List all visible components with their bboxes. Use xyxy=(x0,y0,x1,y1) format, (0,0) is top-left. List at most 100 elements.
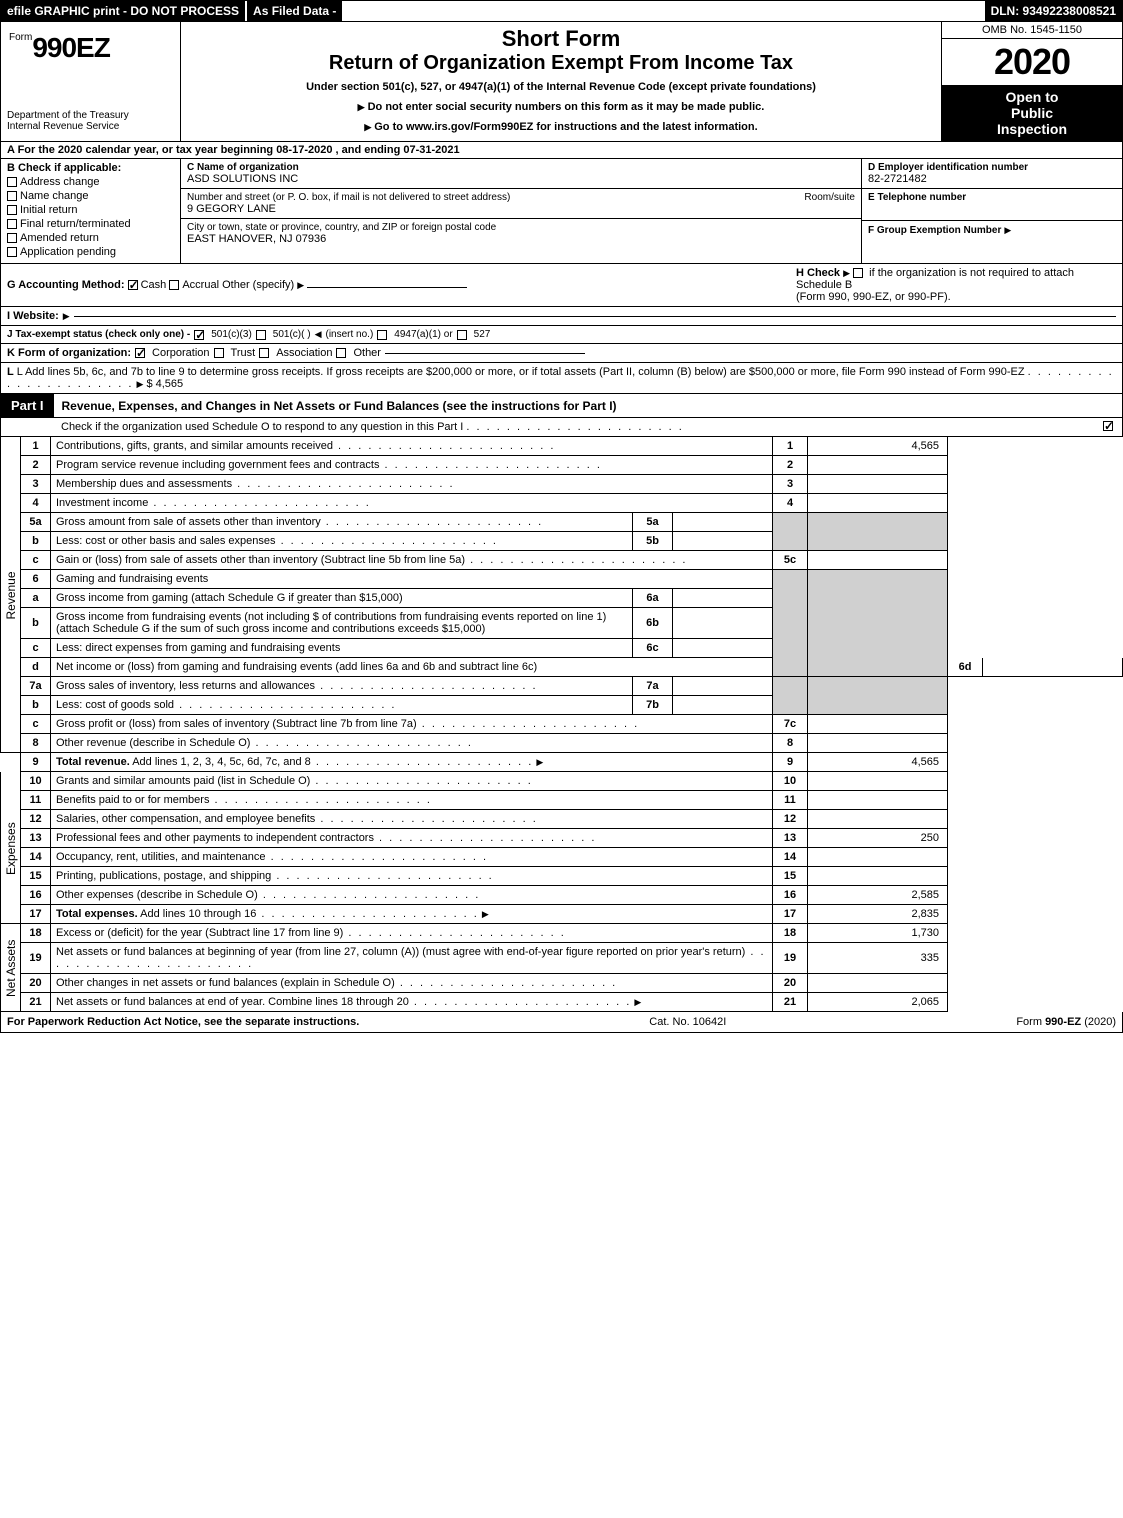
name-change-checkbox[interactable] xyxy=(7,191,17,201)
other-arrow-icon xyxy=(297,279,304,291)
form-header: Form990EZ Department of the Treasury Int… xyxy=(0,22,1123,142)
c-name-label: C Name of organization xyxy=(187,162,855,173)
open-public-badge: Open to Public Inspection xyxy=(942,85,1122,141)
line20-value xyxy=(808,974,948,993)
tax-year-range: A For the 2020 calendar year, or tax yea… xyxy=(0,142,1123,159)
j-label: J Tax-exempt status (check only one) - xyxy=(7,329,190,340)
checkbox-column: B Check if applicable: Address change Na… xyxy=(1,159,181,263)
ein-value: 82-2721482 xyxy=(868,173,1116,185)
city-state-zip: EAST HANOVER, NJ 07936 xyxy=(187,233,855,245)
dept-treasury: Department of the Treasury xyxy=(7,110,174,121)
website-arrow-icon xyxy=(63,310,70,322)
line6d-value xyxy=(983,658,1123,677)
efile-mid: As Filed Data - xyxy=(247,1,342,21)
title-cell: Short Form Return of Organization Exempt… xyxy=(181,22,942,141)
501c3-checkbox[interactable] xyxy=(194,330,204,340)
website-label: I Website: xyxy=(7,310,59,322)
row-j: J Tax-exempt status (check only one) - 5… xyxy=(0,326,1123,344)
right-header-cell: OMB No. 1545-1150 2020 Open to Public In… xyxy=(942,22,1122,141)
l-text: L Add lines 5b, 6c, and 7b to line 9 to … xyxy=(17,366,1025,378)
other-org-checkbox[interactable] xyxy=(336,348,346,358)
cash-checkbox[interactable] xyxy=(128,280,138,290)
501c-checkbox[interactable] xyxy=(256,330,266,340)
org-info-grid: B Check if applicable: Address change Na… xyxy=(0,159,1123,264)
org-name: ASD SOLUTIONS INC xyxy=(187,173,855,185)
form-prefix: Form xyxy=(9,32,32,43)
amended-checkbox[interactable] xyxy=(7,233,17,243)
subtext: Under section 501(c), 527, or 4947(a)(1)… xyxy=(187,81,935,93)
527-checkbox[interactable] xyxy=(457,330,467,340)
k-label: K Form of organization: xyxy=(7,347,131,359)
trust-checkbox[interactable] xyxy=(214,348,224,358)
line18-value: 1,730 xyxy=(808,924,948,943)
line9-arrow-icon xyxy=(536,756,543,768)
tax-year: 2020 xyxy=(942,39,1122,85)
schedule-o-checkbox[interactable] xyxy=(1103,421,1113,431)
line10-value xyxy=(808,772,948,791)
line7c-value xyxy=(808,715,948,734)
dept-irs: Internal Revenue Service xyxy=(7,121,174,132)
line5c-value xyxy=(808,551,948,570)
group-arrow-icon xyxy=(1004,224,1011,236)
row-g-h: G Accounting Method: Cash Accrual Other … xyxy=(0,264,1123,307)
omb-number: OMB No. 1545-1150 xyxy=(942,22,1122,39)
pending-checkbox[interactable] xyxy=(7,247,17,257)
line21-value: 2,065 xyxy=(808,993,948,1012)
line3-value xyxy=(808,475,948,494)
line14-value xyxy=(808,848,948,867)
dln-number: DLN: 93492238008521 xyxy=(985,1,1122,21)
page-footer: For Paperwork Reduction Act Notice, see … xyxy=(0,1012,1123,1033)
line2-value xyxy=(808,456,948,475)
line8-value xyxy=(808,734,948,753)
l-arrow-icon xyxy=(136,378,143,390)
short-form-title: Short Form xyxy=(187,26,935,52)
goto-link: Go to www.irs.gov/Form990EZ for instruct… xyxy=(187,121,935,133)
netassets-side-label: Net Assets xyxy=(1,924,21,1012)
line12-value xyxy=(808,810,948,829)
street-label: Number and street (or P. O. box, if mail… xyxy=(187,192,510,203)
line1-value: 4,565 xyxy=(808,437,948,456)
line19-value: 335 xyxy=(808,943,948,974)
cat-number: Cat. No. 10642I xyxy=(649,1016,726,1028)
form-footer-label: Form 990-EZ (2020) xyxy=(1016,1016,1116,1028)
line16-value: 2,585 xyxy=(808,886,948,905)
paperwork-notice: For Paperwork Reduction Act Notice, see … xyxy=(7,1016,359,1028)
final-return-checkbox[interactable] xyxy=(7,219,17,229)
line4-value xyxy=(808,494,948,513)
room-label: Room/suite xyxy=(804,192,855,203)
return-title: Return of Organization Exempt From Incom… xyxy=(187,52,935,75)
form-id-cell: Form990EZ Department of the Treasury Int… xyxy=(1,22,181,141)
part1-badge: Part I xyxy=(1,394,54,417)
line17-value: 2,835 xyxy=(808,905,948,924)
line17-arrow-icon xyxy=(482,908,489,920)
h-text2: (Form 990, 990-EZ, or 990-PF). xyxy=(796,291,951,303)
assoc-checkbox[interactable] xyxy=(259,348,269,358)
initial-return-checkbox[interactable] xyxy=(7,205,17,215)
g-label: G Accounting Method: xyxy=(7,279,125,291)
h-label: H Check xyxy=(796,267,840,279)
line21-arrow-icon xyxy=(634,996,641,1008)
addr-change-checkbox[interactable] xyxy=(7,177,17,187)
ein-label: D Employer identification number xyxy=(868,162,1116,173)
row-i: I Website: xyxy=(0,307,1123,326)
h-arrow-icon xyxy=(843,267,850,279)
b-label: B Check if applicable: xyxy=(7,162,174,174)
expenses-side-label: Expenses xyxy=(1,772,21,924)
part1-sub: Check if the organization used Schedule … xyxy=(0,418,1123,437)
city-label: City or town, state or province, country… xyxy=(187,222,855,233)
ein-block: D Employer identification number 82-2721… xyxy=(862,159,1122,263)
h-checkbox[interactable] xyxy=(853,268,863,278)
accrual-checkbox[interactable] xyxy=(169,280,179,290)
corp-checkbox[interactable] xyxy=(135,348,145,358)
efile-banner: efile GRAPHIC print - DO NOT PROCESS As … xyxy=(0,0,1123,22)
line13-value: 250 xyxy=(808,829,948,848)
line11-value xyxy=(808,791,948,810)
l-value: $ 4,565 xyxy=(146,378,183,390)
group-label: F Group Exemption Number xyxy=(868,225,1001,236)
org-name-block: C Name of organization ASD SOLUTIONS INC… xyxy=(181,159,862,263)
4947-checkbox[interactable] xyxy=(377,330,387,340)
part1-title: Revenue, Expenses, and Changes in Net As… xyxy=(54,395,1122,417)
row-l: L L Add lines 5b, 6c, and 7b to line 9 t… xyxy=(0,363,1123,394)
street-address: 9 GEGORY LANE xyxy=(187,203,855,215)
line9-value: 4,565 xyxy=(808,753,948,772)
